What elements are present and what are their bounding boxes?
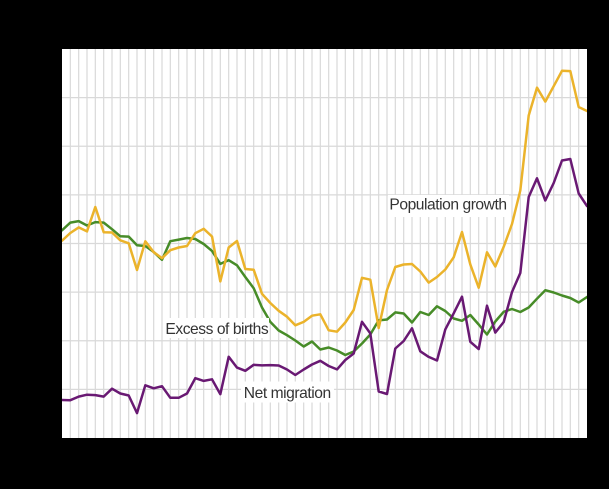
svg-text:Population growth: Population growth xyxy=(389,196,506,213)
svg-text:Net migration: Net migration xyxy=(244,385,331,402)
svg-text:Excess of births: Excess of births xyxy=(165,321,269,338)
